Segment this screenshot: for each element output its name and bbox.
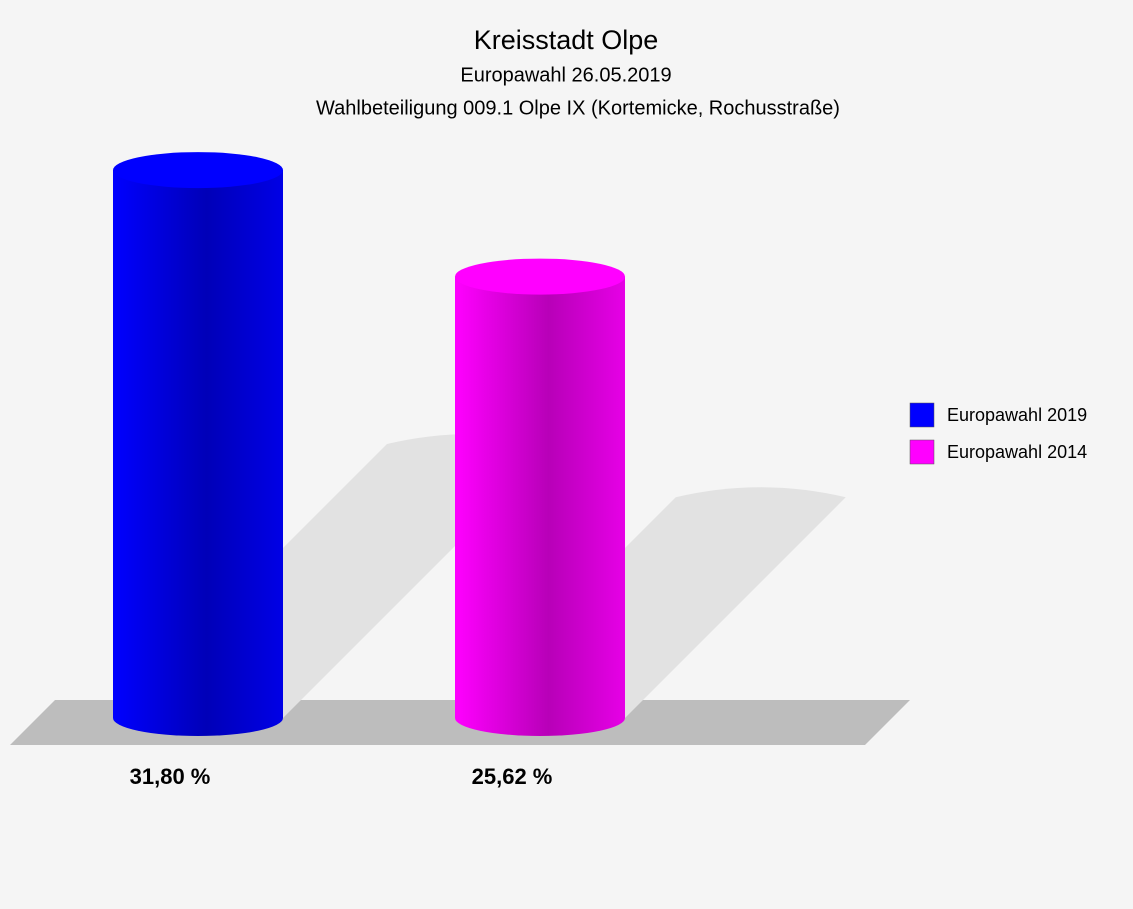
bar <box>113 170 283 736</box>
chart-subtitle: Europawahl 26.05.2019 <box>460 64 671 86</box>
value-label: 31,80 % <box>130 764 211 789</box>
legend-swatch <box>909 402 935 428</box>
chart-subtitle: Wahlbeteiligung 009.1 Olpe IX (Kortemick… <box>316 97 840 119</box>
legend-label: Europawahl 2019 <box>947 405 1087 425</box>
value-label: 25,62 % <box>472 764 553 789</box>
bar-top <box>113 152 283 189</box>
bar <box>455 276 625 736</box>
legend-swatch <box>909 439 935 465</box>
bar-top <box>455 258 625 295</box>
legend-label: Europawahl 2014 <box>947 442 1087 462</box>
chart-title: Kreisstadt Olpe <box>474 25 659 55</box>
